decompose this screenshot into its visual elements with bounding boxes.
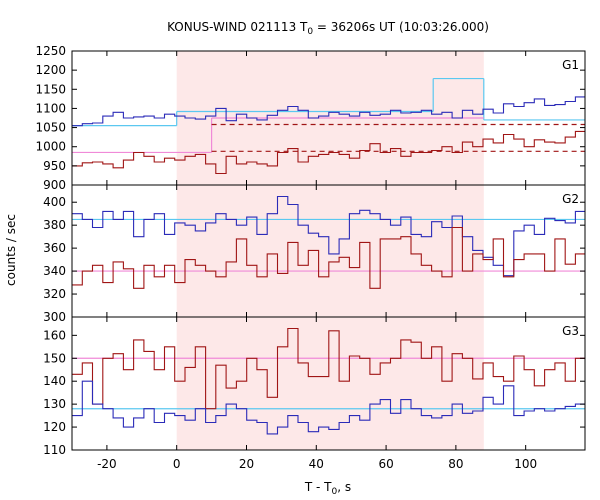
y-tick-label: 400 <box>43 195 66 209</box>
y-tick-label: 1100 <box>35 101 66 115</box>
y-tick-label: 110 <box>43 443 66 457</box>
y-tick-label: 900 <box>43 178 66 192</box>
y-tick-label: 320 <box>43 287 66 301</box>
y-tick-label: 130 <box>43 397 66 411</box>
panel-label-g1: G1 <box>562 58 579 72</box>
panel-label-g3: G3 <box>562 324 579 338</box>
series-red-line <box>72 130 585 175</box>
y-tick-label: 1050 <box>35 121 66 135</box>
x-tick-label: 20 <box>239 457 254 471</box>
x-tick-label: -20 <box>97 457 117 471</box>
y-tick-label: 160 <box>43 328 66 342</box>
y-tick-label: 140 <box>43 374 66 388</box>
y-axis-label: counts / sec <box>4 214 18 286</box>
y-tick-label: 360 <box>43 241 66 255</box>
series-red-line <box>72 327 585 410</box>
series-blue-line <box>72 195 585 277</box>
y-tick-label: 1200 <box>35 63 66 77</box>
y-tick-label: 150 <box>43 351 66 365</box>
series-blue-line <box>72 96 585 127</box>
x-axis-label: T - T0, s <box>304 480 351 497</box>
series-blue-line <box>72 380 585 435</box>
panel-label-g2: G2 <box>562 192 579 206</box>
y-tick-label: 1250 <box>35 44 66 58</box>
shaded-interval <box>176 185 484 317</box>
panel-g3: 110 120 130 140 150 160 -20 0 20 40 60 80 100 G3 <box>43 316 586 471</box>
series-red-line <box>72 226 585 289</box>
chart-title: KONUS-WIND 021113 T0 = 36206s UT (10:03:… <box>167 20 489 37</box>
y-tick-label: 1150 <box>35 82 66 96</box>
y-tick-label: 1000 <box>35 140 66 154</box>
x-tick-label: 0 <box>173 457 181 471</box>
x-tick-label: 60 <box>378 457 393 471</box>
panel-plot-area <box>72 327 585 435</box>
panel-g2: 300 320 340 360 380 400 G2 <box>43 184 586 324</box>
x-tick-label: 80 <box>448 457 463 471</box>
y-tick-label: 380 <box>43 218 66 232</box>
shaded-interval <box>176 317 484 450</box>
panel-plot-area <box>72 77 585 175</box>
panel-g1: 900 950 1000 1050 1100 1150 1200 1250 G1 <box>35 44 586 192</box>
y-tick-label: 340 <box>43 264 66 278</box>
y-tick-label: 300 <box>43 310 66 324</box>
x-tick-label: 100 <box>514 457 537 471</box>
y-tick-label: 950 <box>43 159 66 173</box>
panel-plot-area <box>72 195 585 289</box>
y-tick-label: 120 <box>43 420 66 434</box>
panel-frame <box>71 316 586 451</box>
x-tick-label: 40 <box>309 457 324 471</box>
panels: 900950100010501100115012001250G130032034… <box>35 44 586 471</box>
